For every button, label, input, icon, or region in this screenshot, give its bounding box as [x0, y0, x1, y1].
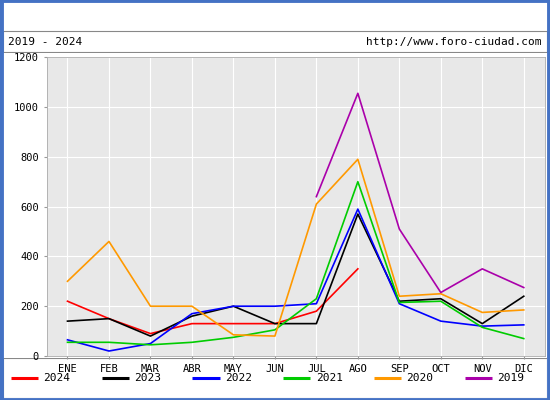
- Text: 2023: 2023: [134, 373, 161, 383]
- Text: http://www.foro-ciudad.com: http://www.foro-ciudad.com: [366, 37, 542, 47]
- Text: 2024: 2024: [43, 373, 70, 383]
- Text: 2020: 2020: [406, 373, 433, 383]
- Text: 2021: 2021: [316, 373, 343, 383]
- Text: Evolucion Nº Turistas Nacionales en el municipio de Corullón: Evolucion Nº Turistas Nacionales en el m…: [24, 8, 526, 22]
- Text: 2019 - 2024: 2019 - 2024: [8, 37, 82, 47]
- Text: 2022: 2022: [225, 373, 252, 383]
- Text: 2019: 2019: [497, 373, 524, 383]
